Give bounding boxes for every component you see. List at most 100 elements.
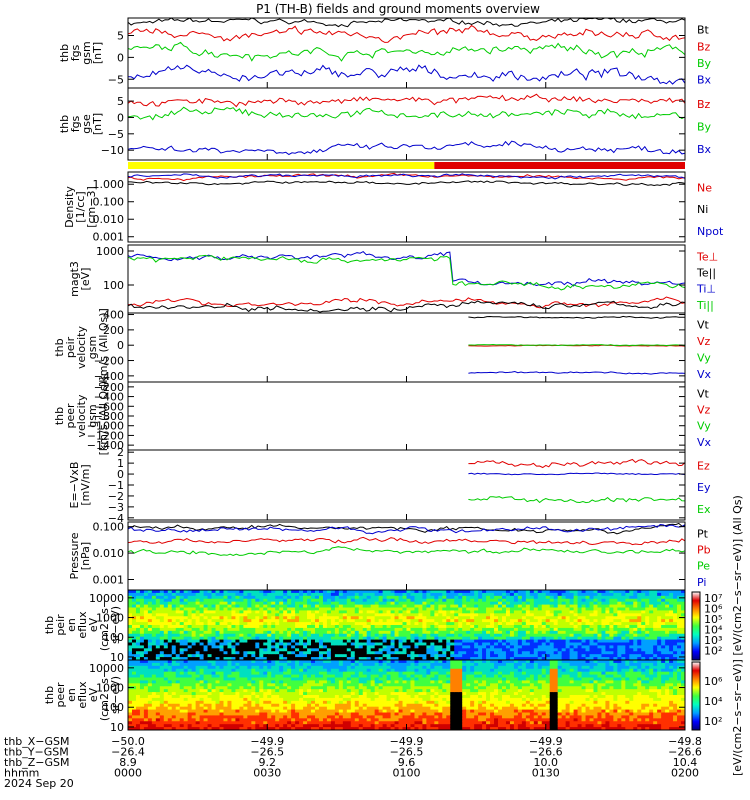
heat-cell xyxy=(390,601,395,605)
heat-cell xyxy=(454,616,459,620)
heat-cell xyxy=(163,648,169,652)
heat-cell xyxy=(434,657,439,661)
heat-cell xyxy=(458,625,463,629)
heat-cell xyxy=(171,715,177,719)
heat-cell xyxy=(609,610,614,614)
heat-cell xyxy=(394,651,399,655)
heat-cell xyxy=(171,627,177,632)
heat-cell xyxy=(525,630,531,635)
heat-cell xyxy=(458,619,463,623)
heat-cell xyxy=(303,674,308,678)
heat-cell xyxy=(215,648,220,652)
heat-cell xyxy=(565,630,571,635)
heat-cell xyxy=(398,654,403,658)
heat-cell xyxy=(609,590,614,594)
heat-cell xyxy=(199,721,204,725)
heat-cell xyxy=(509,619,515,623)
heat-cell xyxy=(227,671,232,675)
heat-cell xyxy=(291,706,296,710)
heat-cell xyxy=(621,648,626,652)
heat-cell xyxy=(151,625,157,629)
heat-cell xyxy=(665,595,670,600)
heat-cell xyxy=(307,668,312,673)
heat-cell xyxy=(203,697,208,702)
heat-cell xyxy=(159,715,165,719)
heat-cell xyxy=(171,692,177,696)
heat-cell xyxy=(410,592,415,597)
heat-cell xyxy=(267,703,272,708)
heat-cell xyxy=(498,592,503,597)
heat-cell xyxy=(131,630,137,635)
heat-cell xyxy=(402,619,407,623)
heat-cell xyxy=(299,695,304,699)
heat-cell xyxy=(318,613,324,617)
heat-cell xyxy=(342,627,348,632)
heat-cell xyxy=(545,636,551,640)
heat-cell xyxy=(299,692,304,696)
heat-cell xyxy=(346,604,352,608)
heat-cell xyxy=(151,665,157,670)
heat-cell xyxy=(203,706,208,710)
heat-cell xyxy=(609,619,614,623)
heat-cell xyxy=(653,645,658,649)
heat-cell xyxy=(243,674,248,678)
heat-cell xyxy=(482,604,487,608)
heat-cell xyxy=(275,604,280,608)
heat-cell xyxy=(135,665,141,670)
heat-cell xyxy=(251,625,256,629)
heat-cell xyxy=(203,651,208,655)
heat-cell xyxy=(131,616,137,620)
heat-cell xyxy=(314,642,320,646)
heat-cell xyxy=(426,613,431,617)
heat-cell xyxy=(187,697,193,702)
heat-cell xyxy=(490,604,495,608)
heat-cell xyxy=(442,598,447,603)
heat-cell xyxy=(303,590,308,594)
heat-cell xyxy=(163,654,169,658)
heat-cell xyxy=(155,627,161,632)
heat-cell xyxy=(533,598,539,603)
heat-cell xyxy=(474,616,479,620)
heat-cell xyxy=(338,625,344,629)
heat-cell xyxy=(251,642,256,646)
heat-cell xyxy=(299,592,304,597)
y-label-line: fgs xyxy=(69,44,82,61)
heat-cell xyxy=(509,630,515,635)
heat-cell xyxy=(311,645,316,649)
heat-cell xyxy=(155,625,161,629)
heat-cell xyxy=(430,639,435,643)
heat-cell xyxy=(207,613,212,617)
heat-cell xyxy=(231,712,236,716)
heat-cell xyxy=(334,639,340,643)
heat-cell xyxy=(322,627,328,632)
heat-cell xyxy=(501,604,507,608)
heat-cell xyxy=(231,619,236,623)
heat-cell xyxy=(677,645,682,649)
heat-cell xyxy=(669,598,674,603)
heat-cell xyxy=(211,636,216,640)
heat-cell xyxy=(318,706,324,710)
heat-cell xyxy=(378,636,384,640)
heat-cell xyxy=(426,595,431,600)
heat-cell xyxy=(346,636,352,640)
heat-cell xyxy=(625,654,630,658)
heat-cell xyxy=(414,651,419,655)
heat-cell xyxy=(605,625,610,629)
heat-cell xyxy=(418,657,423,661)
heat-cell xyxy=(354,721,360,725)
heat-cell xyxy=(155,619,161,623)
heat-cell xyxy=(318,718,324,722)
heat-cell xyxy=(299,674,304,678)
heat-cell xyxy=(267,622,272,626)
heat-cell xyxy=(223,665,228,670)
series-line-Bx xyxy=(127,140,686,156)
y-tick-label: 0.010 xyxy=(93,213,125,226)
heat-cell xyxy=(334,619,340,623)
heat-cell xyxy=(283,622,288,626)
heat-cell xyxy=(470,648,475,652)
heat-cell xyxy=(143,697,149,702)
heat-cell xyxy=(398,648,403,652)
heat-cell xyxy=(382,645,388,649)
heat-cell xyxy=(681,625,686,629)
heat-cell xyxy=(342,636,348,640)
